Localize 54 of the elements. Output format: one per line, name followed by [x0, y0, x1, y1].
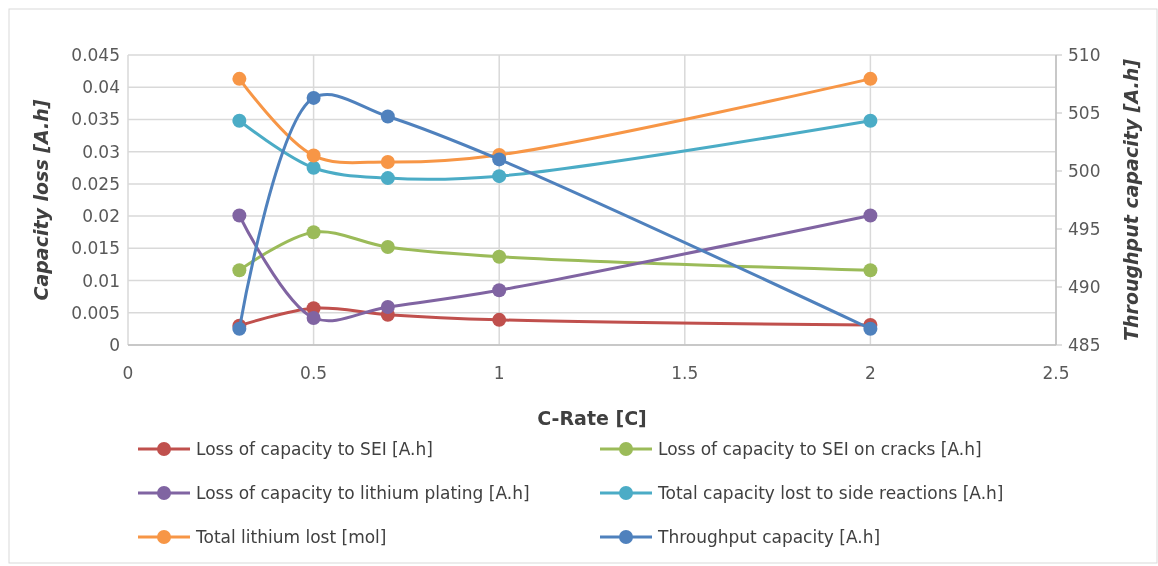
y-tick-label: 0.035 — [71, 109, 120, 130]
point — [863, 71, 878, 86]
y2-tick-label: 505 — [1068, 103, 1101, 123]
point — [380, 154, 395, 169]
y-tick-label: 0.04 — [82, 77, 120, 98]
point — [863, 113, 878, 128]
legend-label: Total capacity lost to side reactions [A.h] — [657, 483, 1004, 503]
y-tick-label: 0.045 — [71, 45, 120, 65]
y2-tick-label: 510 — [1068, 45, 1101, 65]
point — [380, 109, 395, 124]
y-tick-label: 0.03 — [82, 141, 120, 162]
y-tick-label: 0.015 — [71, 238, 120, 259]
legend-label: Throughput capacity [A.h] — [657, 527, 881, 547]
y2-axis-title: Throughput capacity [A.h] — [1120, 58, 1142, 341]
y2-tick-label: 500 — [1068, 161, 1101, 181]
y2-tick-label: 490 — [1068, 277, 1101, 297]
point — [380, 240, 395, 255]
y2-tick-label: 495 — [1068, 219, 1101, 239]
point — [306, 160, 321, 175]
x-tick-label: 1 — [493, 363, 505, 383]
point — [492, 249, 507, 264]
y2-tick-label: 485 — [1068, 335, 1101, 355]
point — [232, 71, 247, 86]
x-tick-label: 1.5 — [671, 363, 699, 383]
point — [492, 152, 507, 167]
point — [306, 225, 321, 240]
legend-label: Loss of capacity to SEI [A.h] — [196, 439, 433, 459]
legend-label: Loss of capacity to lithium plating [A.h] — [196, 483, 530, 503]
point — [306, 148, 321, 163]
y-tick-label: 0.005 — [71, 302, 120, 323]
point — [492, 169, 507, 184]
point — [232, 113, 247, 128]
point — [492, 312, 507, 327]
point — [863, 263, 878, 278]
point — [306, 90, 321, 105]
y-axis-title: Capacity loss [A.h] — [30, 99, 52, 301]
y-tick-label: 0.02 — [82, 206, 120, 227]
x-tick-label: 0.5 — [300, 363, 328, 383]
point — [492, 283, 507, 298]
y-tick-label: 0.01 — [82, 270, 120, 291]
x-tick-label: 2.5 — [1042, 363, 1070, 383]
x-tick-label: 0 — [122, 363, 134, 383]
point — [306, 310, 321, 325]
y-tick-label: 0.025 — [71, 173, 120, 194]
x-tick-label: 2 — [864, 363, 876, 383]
point — [380, 299, 395, 314]
legend-label: Total lithium lost [mol] — [195, 527, 387, 547]
point — [232, 208, 247, 223]
legend-label: Loss of capacity to SEI on cracks [A.h] — [658, 439, 982, 459]
point — [380, 171, 395, 186]
x-axis-title: C-Rate [C] — [537, 407, 647, 429]
point — [232, 263, 247, 278]
point — [863, 208, 878, 223]
y-tick-label: 0 — [109, 335, 120, 355]
